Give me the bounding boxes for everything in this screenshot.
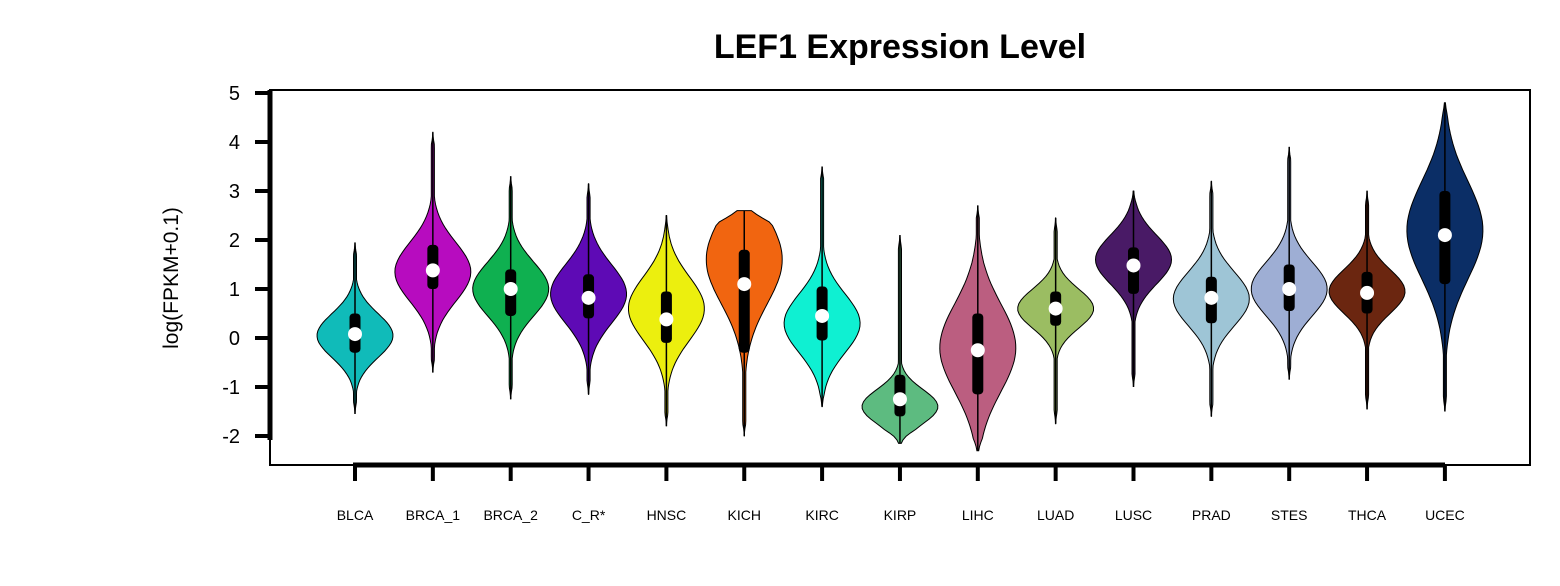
iqr-box (738, 249, 750, 353)
median-point (659, 312, 674, 327)
x-tick-label: BRCA_1 (406, 507, 461, 523)
median-point (970, 343, 985, 358)
median-point (1360, 285, 1375, 300)
violins (316, 102, 1484, 452)
y-tick-label: 5 (229, 83, 240, 105)
violin-c-r- (550, 183, 627, 395)
violin-kirp (861, 235, 939, 444)
violin-lihc (939, 205, 1017, 452)
y-tick-label: -2 (222, 426, 240, 448)
x-tick-label: C_R* (572, 507, 606, 523)
x-tick-label: KIRP (884, 507, 917, 523)
x-tick-label: HNSC (647, 507, 687, 523)
y-tick-label: 3 (229, 181, 240, 203)
median-point (1437, 228, 1452, 243)
x-tick-label: KICH (728, 507, 761, 523)
median-point (892, 392, 907, 407)
chart-title: LEF1 Expression Level (714, 28, 1086, 66)
x-tick-label: LIHC (962, 507, 994, 523)
violin-kirc (783, 166, 861, 408)
median-point (1204, 290, 1219, 305)
median-point (503, 282, 518, 296)
x-tick-label: UCEC (1425, 507, 1465, 523)
violin-stes (1250, 146, 1328, 380)
y-tick-label: -1 (222, 377, 240, 399)
violin-kich (705, 210, 783, 437)
violin-ucec (1406, 102, 1484, 412)
median-point (581, 290, 596, 305)
x-tick-label: LUAD (1037, 507, 1074, 523)
x-tick-label: THCA (1348, 507, 1387, 523)
y-tick-label: 2 (229, 230, 240, 252)
y-tick-label: 4 (229, 132, 240, 154)
violin-brca-2 (472, 176, 550, 400)
median-point (737, 277, 752, 292)
median-point (425, 263, 440, 278)
x-tick-label: KIRC (805, 507, 838, 523)
x-tick-label: LUSC (1115, 507, 1152, 523)
y-axis-label: log(FPKM+0.1) (160, 207, 183, 349)
violin-hnsc (628, 215, 705, 427)
y-tick-label: 0 (229, 328, 240, 350)
y-tick-label: 1 (229, 279, 240, 301)
violin-thca (1328, 190, 1406, 410)
violin-luad (1017, 217, 1094, 425)
median-point (1282, 282, 1297, 296)
y-axis: -2 -1 0 1 2 3 4 5 (222, 83, 270, 448)
violin-brca-1 (394, 131, 472, 373)
x-tick-label: STES (1271, 507, 1308, 523)
x-axis: BLCA BRCA_1 BRCA_2 C_R* HNSC KICH KIRC KIRP LIHC… (337, 465, 1465, 523)
violin-lusc (1094, 190, 1173, 388)
median-point (1126, 258, 1141, 273)
x-tick-label: BLCA (337, 507, 374, 523)
median-point (348, 327, 362, 342)
violin-prad (1172, 180, 1250, 417)
x-tick-label: PRAD (1192, 507, 1231, 523)
median-point (815, 308, 830, 323)
violin-blca (316, 242, 394, 414)
x-tick-label: BRCA_2 (483, 507, 538, 523)
median-point (1048, 301, 1063, 316)
